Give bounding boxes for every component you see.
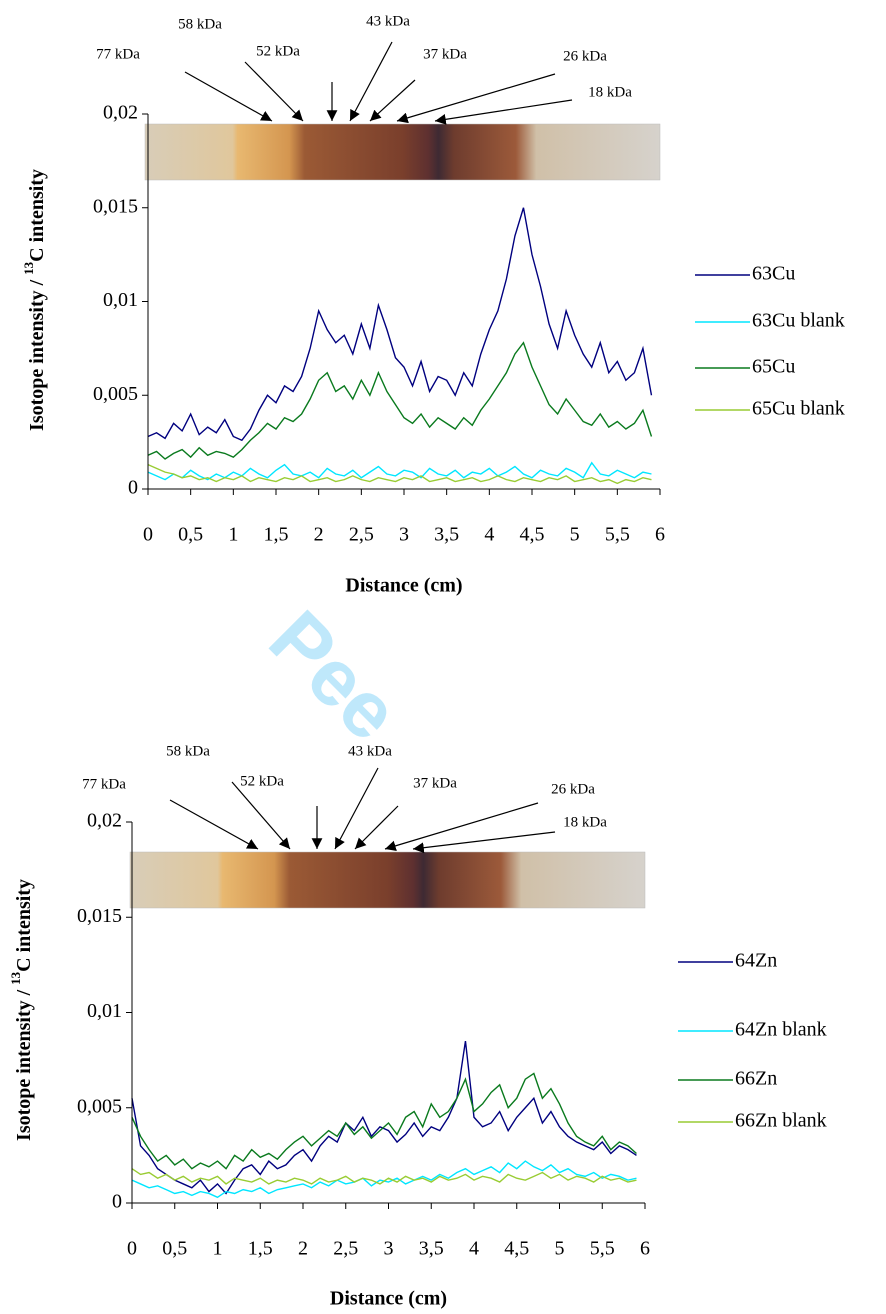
y-tick-label: 0 bbox=[128, 477, 138, 499]
data-line bbox=[148, 208, 651, 441]
x-tick-label: 3,5 bbox=[419, 1238, 444, 1260]
x-axis-title: Distance (cm) bbox=[345, 575, 462, 597]
y-tick-label: 0,005 bbox=[77, 1095, 122, 1117]
x-tick-label: 1,5 bbox=[248, 1238, 273, 1260]
x-tick-label: 4 bbox=[484, 524, 494, 546]
legend-label: 63Cu bbox=[752, 263, 795, 285]
watermark: Pee bbox=[253, 594, 417, 758]
x-tick-label: 1 bbox=[213, 1238, 223, 1260]
data-line bbox=[132, 1169, 636, 1184]
x-tick-label: 4 bbox=[469, 1238, 479, 1260]
annotation-arrow bbox=[397, 74, 555, 121]
x-tick-label: 4,5 bbox=[520, 524, 545, 546]
legend-label: 66Zn bbox=[735, 1068, 777, 1090]
y-tick-label: 0,02 bbox=[103, 102, 138, 124]
y-tick-label: 0,015 bbox=[93, 195, 138, 217]
annotation: 18 kDa bbox=[563, 814, 607, 830]
x-tick-label: 0 bbox=[143, 524, 153, 546]
x-tick-label: 0,5 bbox=[178, 524, 203, 546]
y-axis-title: Isotope intensity / 13C intensity bbox=[8, 879, 35, 1141]
y-tick-label: 0,015 bbox=[77, 905, 122, 927]
y-axis-title-part: 13 bbox=[8, 971, 23, 985]
y-axis-title-part: C intensity bbox=[26, 169, 48, 262]
annotation: 26 kDa bbox=[551, 781, 595, 797]
x-tick-label: 1 bbox=[228, 524, 238, 546]
x-tick-label: 4,5 bbox=[504, 1238, 529, 1260]
x-tick-label: 6 bbox=[640, 1238, 650, 1260]
y-axis-title-part: C intensity bbox=[13, 879, 35, 972]
x-tick-label: 1,5 bbox=[264, 524, 289, 546]
x-axis-title: Distance (cm) bbox=[330, 1288, 447, 1310]
gel-strip bbox=[130, 852, 645, 908]
annotation: 37 kDa bbox=[423, 46, 467, 62]
annotation: 43 kDa bbox=[348, 743, 392, 759]
annotation-arrow bbox=[185, 72, 272, 121]
legend-label: 64Zn blank bbox=[735, 1019, 827, 1041]
x-tick-label: 2 bbox=[314, 524, 324, 546]
x-tick-label: 5,5 bbox=[590, 1238, 615, 1260]
x-tick-label: 0 bbox=[127, 1238, 137, 1260]
annotation: 26 kDa bbox=[563, 48, 607, 64]
annotation: 77 kDa bbox=[82, 776, 126, 792]
annotation: 52 kDa bbox=[240, 773, 284, 789]
x-tick-label: 2,5 bbox=[349, 524, 374, 546]
annotation-arrow bbox=[370, 80, 415, 121]
annotation-arrow bbox=[170, 800, 258, 849]
data-line bbox=[132, 1041, 636, 1193]
annotation: 77 kDa bbox=[96, 46, 140, 62]
legend-label: 63Cu blank bbox=[752, 310, 845, 332]
legend-label: 65Cu blank bbox=[752, 398, 845, 420]
annotation: 37 kDa bbox=[413, 775, 457, 791]
annotation: 58 kDa bbox=[178, 16, 222, 32]
x-tick-label: 3,5 bbox=[434, 524, 459, 546]
annotation: 52 kDa bbox=[256, 43, 300, 59]
legend-label: 65Cu bbox=[752, 356, 795, 378]
annotation-arrow bbox=[335, 768, 378, 849]
y-axis-title-part: Isotope intensity / bbox=[26, 275, 48, 431]
annotation: 43 kDa bbox=[366, 13, 410, 29]
y-tick-label: 0,01 bbox=[87, 1000, 122, 1022]
annotation-arrow bbox=[350, 42, 392, 121]
x-tick-label: 3 bbox=[384, 1238, 394, 1260]
x-tick-label: 5 bbox=[570, 524, 580, 546]
x-tick-label: 5,5 bbox=[605, 524, 630, 546]
y-tick-label: 0 bbox=[112, 1191, 122, 1213]
figure: Pee 00,0050,010,0150,0200,511,522,533,54… bbox=[0, 0, 886, 1314]
x-tick-label: 5 bbox=[555, 1238, 565, 1260]
x-tick-label: 3 bbox=[399, 524, 409, 546]
annotation-arrow bbox=[245, 62, 303, 121]
data-line bbox=[132, 1073, 636, 1168]
data-line bbox=[148, 465, 651, 484]
y-tick-label: 0,005 bbox=[93, 383, 138, 405]
y-axis-title: Isotope intensity / 13C intensity bbox=[21, 169, 48, 431]
data-line bbox=[148, 343, 651, 459]
annotation: 58 kDa bbox=[166, 743, 210, 759]
gel-strip bbox=[145, 124, 660, 180]
legend-label: 66Zn blank bbox=[735, 1110, 827, 1132]
y-tick-label: 0,01 bbox=[103, 289, 138, 311]
annotation-arrow bbox=[355, 806, 398, 849]
legend-label: 64Zn bbox=[735, 950, 777, 972]
data-line bbox=[148, 463, 651, 480]
x-tick-label: 2 bbox=[298, 1238, 308, 1260]
y-axis-title-part: 13 bbox=[21, 261, 36, 275]
x-tick-label: 2,5 bbox=[333, 1238, 358, 1260]
annotation: 18 kDa bbox=[588, 84, 632, 100]
y-axis-title-part: Isotope intensity / bbox=[13, 985, 35, 1141]
y-tick-label: 0,02 bbox=[87, 810, 122, 832]
annotation-arrow bbox=[385, 803, 538, 849]
x-tick-label: 0,5 bbox=[162, 1238, 187, 1260]
x-tick-label: 6 bbox=[655, 524, 665, 546]
